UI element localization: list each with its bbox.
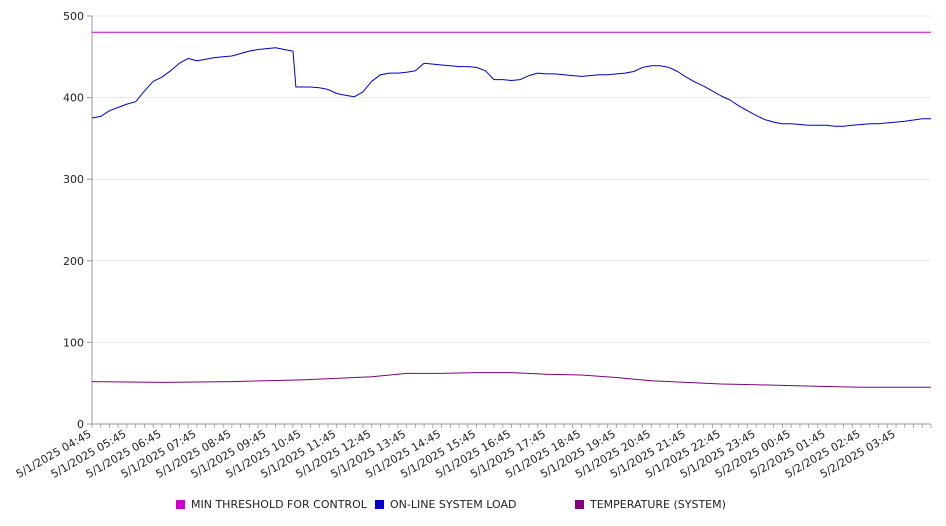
x-axis-ticks: 5/1/2025 04:455/1/2025 05:455/1/2025 06:… — [14, 424, 932, 481]
legend-swatch-temperature — [575, 500, 584, 509]
y-tick-label: 100 — [63, 336, 84, 349]
series-line-1 — [91, 47, 931, 127]
legend-item-system-load: ON-LINE SYSTEM LOAD — [375, 498, 516, 511]
legend-swatch-threshold — [176, 500, 185, 509]
y-tick-label: 0 — [77, 418, 84, 431]
gridlines — [92, 15, 931, 343]
y-tick-label: 300 — [63, 173, 84, 186]
legend-item-temperature: TEMPERATURE (SYSTEM) — [575, 498, 726, 511]
series-lines — [91, 31, 931, 388]
series-line-2 — [91, 372, 931, 388]
y-tick-label: 500 — [63, 10, 84, 23]
legend-label-temperature: TEMPERATURE (SYSTEM) — [590, 498, 726, 511]
legend-label-threshold: MIN THRESHOLD FOR CONTROL — [191, 498, 367, 511]
legend: MIN THRESHOLD FOR CONTROL ON-LINE SYSTEM… — [0, 498, 946, 514]
y-tick-label: 400 — [63, 92, 84, 105]
legend-label-system-load: ON-LINE SYSTEM LOAD — [390, 498, 517, 511]
legend-swatch-system-load — [375, 500, 384, 509]
legend-item-threshold: MIN THRESHOLD FOR CONTROL — [176, 498, 367, 511]
y-tick-label: 200 — [63, 255, 84, 268]
axes — [91, 16, 931, 425]
y-axis-ticks: 0 100 200 300 400 500 — [63, 10, 92, 431]
